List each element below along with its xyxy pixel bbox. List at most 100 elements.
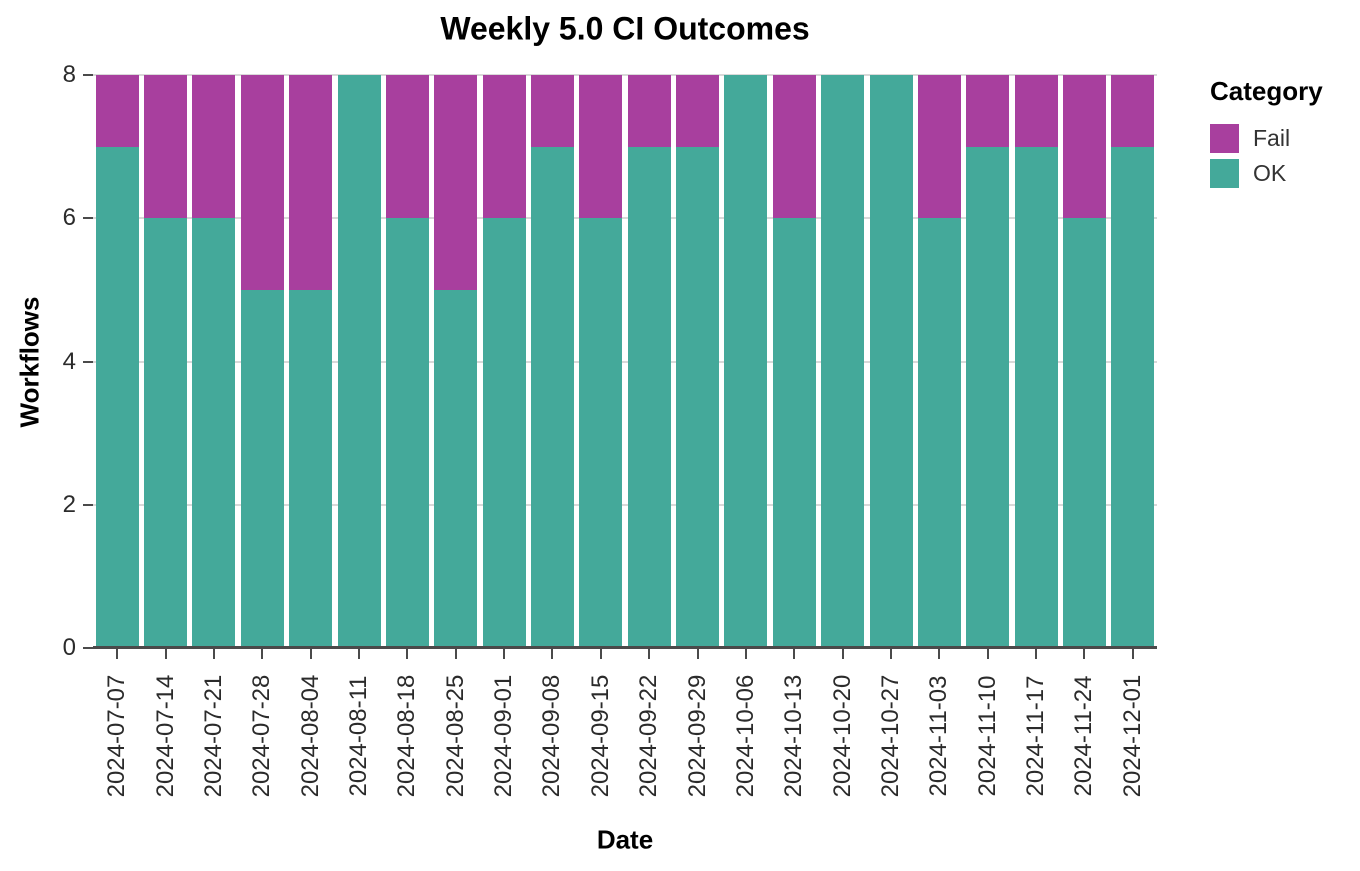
y-axis-title: Workflows [14,296,45,428]
ok-swatch-icon [1210,159,1239,188]
x-tick-mark [551,649,554,659]
legend-title: Category [1210,76,1323,106]
bar-2024-09-01 [482,75,526,648]
x-tick-mark [454,649,457,659]
x-tick-label: 2024-07-21 [199,674,227,798]
bar-segment-ok [627,146,671,648]
x-tick-mark [261,649,264,659]
x-tick-mark [744,649,747,659]
bar-segment-ok [530,146,574,648]
x-tick-label: 2024-08-11 [345,675,372,797]
x-tick-label: 2024-08-18 [393,674,421,798]
fail-swatch-icon [1210,124,1239,153]
legend-label-fail: Fail [1253,125,1291,151]
gridline-y6 [93,217,1157,220]
x-tick-mark [890,649,892,659]
x-tick-mark [599,649,602,659]
gridline-y8 [93,74,1157,76]
y-tick-label: 0 [62,634,76,661]
y-tick-mark [83,503,93,506]
x-tick-label: 2024-09-08 [538,674,566,798]
x-tick-mark [309,649,312,659]
y-tick-mark [83,74,93,76]
bar-2024-07-14 [144,75,188,648]
bar-2024-11-24 [1062,75,1106,648]
x-tick-label: 2024-11-17 [1022,675,1050,797]
bar-2024-12-01 [1111,75,1155,648]
x-tick-mark [503,649,506,659]
legend-label-ok: OK [1253,160,1287,186]
bar-segment-fail [530,75,574,147]
bar-segment-ok [1062,218,1106,648]
x-tick-mark [648,649,651,659]
bar-segment-ok [676,146,720,648]
y-tick-label: 6 [62,204,76,232]
bar-segment-fail [434,75,478,290]
x-axis-title: Date [596,824,654,855]
bar-2024-11-10 [966,75,1010,648]
x-tick-label: 2024-07-14 [151,674,179,798]
bar-2024-08-11 [337,75,381,648]
x-tick-mark [793,649,796,659]
bar-segment-ok [385,218,429,648]
x-tick-label: 2024-10-06 [731,674,759,798]
bar-segment-fail [385,75,429,219]
bar-2024-07-21 [192,75,236,648]
bar-2024-09-22 [627,75,671,648]
bar-2024-08-04 [289,75,333,648]
x-tick-label: 2024-10-20 [828,674,856,798]
x-tick-mark [841,649,844,659]
plot-area [93,74,1157,648]
x-tick-mark [1035,649,1038,659]
bar-2024-11-03 [917,75,961,648]
bar-2024-10-27 [869,75,913,648]
bar-segment-ok [1111,146,1155,648]
x-tick-mark [358,649,360,659]
bar-2024-07-28 [240,75,284,648]
x-tick-label: 2024-10-27 [877,674,904,798]
x-tick-mark [1083,649,1086,659]
x-tick-label: 2024-08-04 [296,674,324,798]
chart-title: Weekly 5.0 CI Outcomes [440,10,810,47]
x-tick-label: 2024-07-07 [103,674,131,798]
x-tick-label: 2024-07-28 [248,674,276,798]
bar-segment-ok [192,218,236,648]
legend-item-fail: Fail [1210,124,1323,153]
y-tick-label: 8 [62,61,76,88]
x-tick-label: 2024-08-25 [441,674,469,798]
y-tick-mark [83,360,93,363]
bar-segment-fail [482,75,526,219]
bar-segment-ok [482,218,526,648]
bar-segment-fail [144,75,188,219]
x-tick-mark [938,649,941,659]
gridline-y2 [93,503,1157,506]
bar-segment-fail [772,75,816,219]
x-tick-label: 2024-10-13 [780,674,808,798]
x-tick-label: 2024-11-24 [1070,675,1098,797]
bar-segment-fail [289,75,333,290]
bar-segment-fail [676,75,720,147]
x-tick-mark [406,649,409,659]
bar-segment-ok [240,289,284,648]
x-tick-label: 2024-09-15 [586,674,614,798]
y-tick-label: 2 [62,490,76,518]
bar-segment-ok [1014,146,1058,648]
bar-segment-ok [95,146,139,648]
bar-segment-ok [337,75,381,648]
bar-2024-10-06 [724,75,768,648]
bar-segment-ok [869,75,913,648]
x-tick-mark [212,649,215,659]
bar-segment-fail [627,75,671,147]
bar-segment-fail [1111,75,1155,147]
bar-2024-09-15 [579,75,623,648]
y-tick-mark [83,647,93,649]
bar-segment-ok [917,218,961,648]
x-tick-label: 2024-09-22 [635,674,663,798]
bar-segment-ok [579,218,623,648]
x-tick-label: 2024-09-01 [490,674,518,798]
bar-segment-ok [289,289,333,648]
x-tick-label: 2024-11-10 [973,675,1001,797]
y-tick-mark [83,217,93,220]
bar-segment-fail [1014,75,1058,147]
